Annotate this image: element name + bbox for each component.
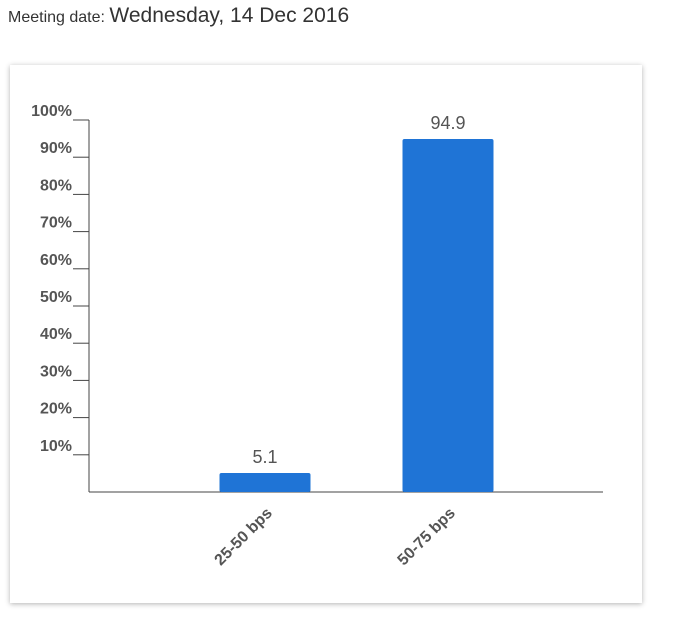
header-date: Wednesday, 14 Dec 2016 [109, 4, 350, 27]
chart-card [10, 65, 642, 603]
x-tick-label: 50-75 bps [395, 505, 459, 569]
bar [402, 138, 494, 493]
y-tick-label: 10% [40, 438, 72, 455]
y-tick-label: 90% [40, 140, 72, 157]
value-label: 5.1 [252, 447, 277, 467]
value-label: 94.9 [430, 113, 465, 133]
y-tick-label: 80% [40, 177, 72, 194]
y-tick-label: 20% [40, 401, 72, 418]
y-tick-label: 30% [40, 363, 72, 380]
x-tick-label: 25-50 bps [212, 505, 276, 569]
y-tick-label: 70% [40, 215, 72, 232]
y-tick-label: 40% [40, 326, 72, 343]
y-tick-label: 100% [31, 103, 72, 120]
header-label: Meeting date: [8, 9, 105, 26]
y-tick-label: 50% [40, 289, 72, 306]
header: Meeting date: Wednesday, 14 Dec 2016 [8, 4, 349, 28]
y-tick-label: 60% [40, 252, 72, 269]
bar [219, 473, 311, 492]
